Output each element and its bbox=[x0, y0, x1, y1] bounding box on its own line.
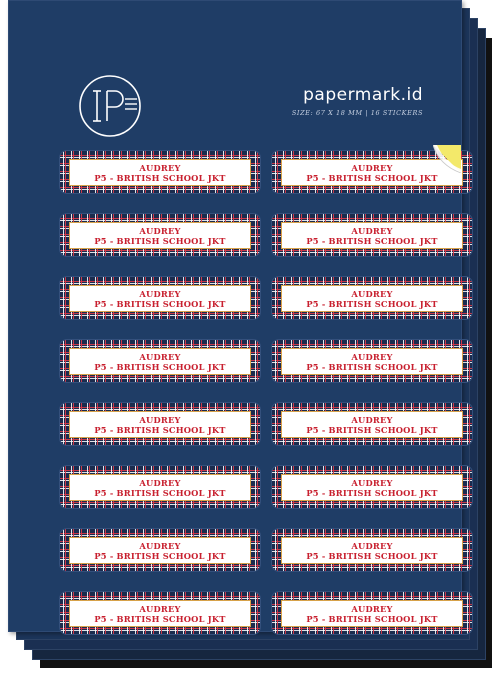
name-sticker: AUDREY P5 - BRITISH SCHOOL JKT bbox=[60, 151, 260, 193]
sticker-school: P5 - BRITISH SCHOOL JKT bbox=[94, 613, 226, 624]
sticker-name: AUDREY bbox=[139, 414, 181, 425]
sticker-label: AUDREY P5 - BRITISH SCHOOL JKT bbox=[281, 285, 463, 312]
sticker-label: AUDREY P5 - BRITISH SCHOOL JKT bbox=[69, 285, 251, 312]
sticker-school: P5 - BRITISH SCHOOL JKT bbox=[94, 550, 226, 561]
sticker-label: AUDREY P5 - BRITISH SCHOOL JKT bbox=[69, 537, 251, 564]
name-sticker: AUDREY P5 - BRITISH SCHOOL JKT bbox=[60, 214, 260, 256]
sticker-name: AUDREY bbox=[351, 414, 393, 425]
sticker-school: P5 - BRITISH SCHOOL JKT bbox=[94, 361, 226, 372]
sticker-school: P5 - BRITISH SCHOOL JKT bbox=[306, 361, 438, 372]
sticker-name: AUDREY bbox=[351, 288, 393, 299]
sticker-name: AUDREY bbox=[351, 603, 393, 614]
peel-corner-icon bbox=[433, 145, 461, 173]
sticker-label: AUDREY P5 - BRITISH SCHOOL JKT bbox=[69, 474, 251, 501]
sticker-label: AUDREY P5 - BRITISH SCHOOL JKT bbox=[69, 411, 251, 438]
sticker-name: AUDREY bbox=[139, 540, 181, 551]
sheet-spec: SIZE: 67 X 18 MM | 16 STICKERS bbox=[291, 109, 423, 117]
sticker-school: P5 - BRITISH SCHOOL JKT bbox=[306, 424, 438, 435]
sticker-label: AUDREY P5 - BRITISH SCHOOL JKT bbox=[281, 537, 463, 564]
sticker-label: AUDREY P5 - BRITISH SCHOOL JKT bbox=[281, 474, 463, 501]
sticker-name: AUDREY bbox=[139, 288, 181, 299]
sticker-name: AUDREY bbox=[351, 162, 393, 173]
sticker-school: P5 - BRITISH SCHOOL JKT bbox=[306, 487, 438, 498]
name-sticker: AUDREY P5 - BRITISH SCHOOL JKT bbox=[60, 403, 260, 445]
sticker-label: AUDREY P5 - BRITISH SCHOOL JKT bbox=[281, 348, 463, 375]
sticker-label: AUDREY P5 - BRITISH SCHOOL JKT bbox=[69, 222, 251, 249]
name-sticker: AUDREY P5 - BRITISH SCHOOL JKT bbox=[272, 277, 472, 319]
name-sticker: AUDREY P5 - BRITISH SCHOOL JKT bbox=[272, 340, 472, 382]
sticker-label: AUDREY P5 - BRITISH SCHOOL JKT bbox=[281, 159, 463, 186]
sticker-label: AUDREY P5 - BRITISH SCHOOL JKT bbox=[281, 411, 463, 438]
name-sticker: AUDREY P5 - BRITISH SCHOOL JKT bbox=[272, 466, 472, 508]
sticker-school: P5 - BRITISH SCHOOL JKT bbox=[94, 298, 226, 309]
sticker-label: AUDREY P5 - BRITISH SCHOOL JKT bbox=[281, 222, 463, 249]
sticker-name: AUDREY bbox=[351, 540, 393, 551]
name-sticker: AUDREY P5 - BRITISH SCHOOL JKT bbox=[272, 214, 472, 256]
sticker-school: P5 - BRITISH SCHOOL JKT bbox=[306, 550, 438, 561]
sticker-label: AUDREY P5 - BRITISH SCHOOL JKT bbox=[69, 348, 251, 375]
sticker-name: AUDREY bbox=[351, 351, 393, 362]
sticker-school: P5 - BRITISH SCHOOL JKT bbox=[306, 172, 438, 183]
sticker-label: AUDREY P5 - BRITISH SCHOOL JKT bbox=[281, 600, 463, 627]
name-sticker: AUDREY P5 - BRITISH SCHOOL JKT bbox=[272, 592, 472, 634]
sticker-label: AUDREY P5 - BRITISH SCHOOL JKT bbox=[69, 600, 251, 627]
sticker-school: P5 - BRITISH SCHOOL JKT bbox=[306, 235, 438, 246]
sticker-school: P5 - BRITISH SCHOOL JKT bbox=[94, 235, 226, 246]
sticker-school: P5 - BRITISH SCHOOL JKT bbox=[94, 424, 226, 435]
name-sticker: AUDREY P5 - BRITISH SCHOOL JKT bbox=[272, 151, 472, 193]
sticker-school: P5 - BRITISH SCHOOL JKT bbox=[94, 487, 226, 498]
name-sticker: AUDREY P5 - BRITISH SCHOOL JKT bbox=[60, 529, 260, 571]
name-sticker: AUDREY P5 - BRITISH SCHOOL JKT bbox=[60, 277, 260, 319]
sticker-name: AUDREY bbox=[351, 477, 393, 488]
sticker-name: AUDREY bbox=[139, 351, 181, 362]
name-sticker: AUDREY P5 - BRITISH SCHOOL JKT bbox=[60, 466, 260, 508]
name-sticker: AUDREY P5 - BRITISH SCHOOL JKT bbox=[272, 529, 472, 571]
sticker-school: P5 - BRITISH SCHOOL JKT bbox=[306, 613, 438, 624]
name-sticker: AUDREY P5 - BRITISH SCHOOL JKT bbox=[60, 592, 260, 634]
sticker-name: AUDREY bbox=[139, 603, 181, 614]
sticker-sheet: papermark.id SIZE: 67 X 18 MM | 16 STICK… bbox=[8, 0, 472, 634]
sticker-name: AUDREY bbox=[139, 477, 181, 488]
sticker-name: AUDREY bbox=[139, 225, 181, 236]
name-sticker: AUDREY P5 - BRITISH SCHOOL JKT bbox=[272, 403, 472, 445]
sticker-label: AUDREY P5 - BRITISH SCHOOL JKT bbox=[69, 159, 251, 186]
sticker-name: AUDREY bbox=[139, 162, 181, 173]
sticker-name: AUDREY bbox=[351, 225, 393, 236]
sticker-school: P5 - BRITISH SCHOOL JKT bbox=[306, 298, 438, 309]
sticker-school: P5 - BRITISH SCHOOL JKT bbox=[94, 172, 226, 183]
brand-name: papermark.id bbox=[303, 85, 423, 105]
papermark-ip-logo-icon bbox=[79, 75, 141, 137]
name-sticker: AUDREY P5 - BRITISH SCHOOL JKT bbox=[60, 340, 260, 382]
